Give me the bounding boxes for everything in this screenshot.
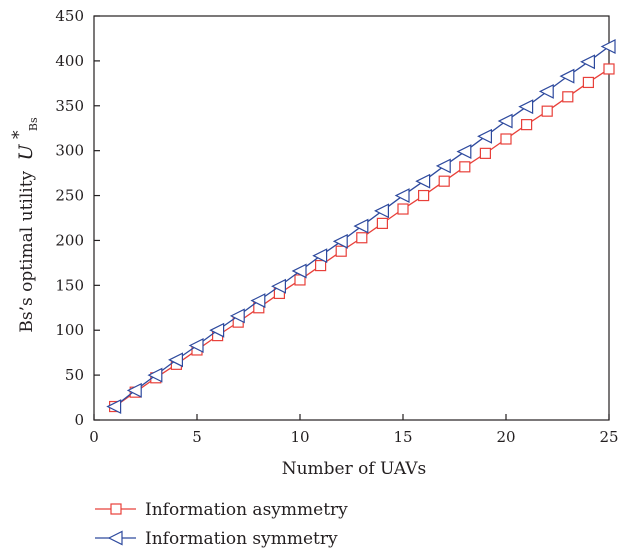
y-tick-label: 100 bbox=[55, 321, 84, 339]
x-tick-label: 0 bbox=[89, 428, 99, 446]
data-point bbox=[582, 76, 595, 89]
data-point bbox=[477, 128, 492, 144]
legend-marker bbox=[107, 530, 123, 546]
svg-text:Bs’s optimal utility U: Bs’s optimal utility U * Bs bbox=[9, 117, 40, 333]
data-point bbox=[147, 367, 163, 383]
y-tick-label: 300 bbox=[55, 142, 84, 160]
data-point bbox=[229, 308, 245, 324]
data-point bbox=[580, 54, 596, 70]
data-point bbox=[356, 232, 368, 244]
x-tick-label: 25 bbox=[599, 428, 618, 446]
data-point bbox=[271, 278, 286, 294]
legend-item: Information symmetry bbox=[95, 529, 338, 549]
data-point bbox=[559, 68, 575, 84]
series-layer bbox=[106, 39, 616, 415]
data-point bbox=[562, 91, 574, 103]
data-point bbox=[126, 382, 142, 398]
y-axis-label-text: Bs’s optimal utility bbox=[17, 170, 37, 332]
data-point bbox=[600, 39, 616, 54]
data-point bbox=[518, 99, 534, 115]
y-tick-label: 150 bbox=[55, 276, 84, 294]
x-tick-label: 10 bbox=[290, 428, 309, 446]
data-point bbox=[168, 352, 183, 368]
series bbox=[106, 39, 616, 415]
data-point bbox=[106, 399, 122, 415]
data-point bbox=[435, 158, 451, 174]
data-point bbox=[335, 245, 347, 257]
data-point bbox=[394, 188, 410, 204]
data-point bbox=[497, 113, 513, 129]
data-point bbox=[188, 338, 204, 353]
y-tick-label: 350 bbox=[55, 97, 84, 115]
data-point bbox=[315, 259, 327, 272]
data-point bbox=[456, 144, 472, 160]
data-point bbox=[374, 203, 389, 219]
data-point bbox=[209, 322, 225, 338]
x-axis-label: Number of UAVs bbox=[282, 459, 427, 479]
data-point bbox=[397, 203, 409, 215]
y-tick-label: 400 bbox=[55, 52, 84, 70]
y-tick-label: 450 bbox=[55, 7, 84, 25]
plot-frame bbox=[93, 15, 610, 421]
y-tick-label: 200 bbox=[55, 231, 84, 249]
y-tick-label: 250 bbox=[55, 187, 84, 205]
legend-item: Information asymmetry bbox=[95, 500, 348, 520]
data-point bbox=[250, 293, 266, 309]
y-axis-label-symbol: U bbox=[15, 143, 37, 160]
legend-marker bbox=[110, 503, 122, 515]
x-tick-label: 20 bbox=[496, 428, 515, 446]
legend: Information asymmetry Information symmetr… bbox=[95, 500, 348, 549]
y-axis-label-subscript: Bs bbox=[27, 117, 40, 131]
y-tick-label: 50 bbox=[65, 366, 84, 384]
data-point bbox=[541, 105, 553, 117]
data-point bbox=[500, 133, 512, 145]
data-point bbox=[479, 147, 491, 159]
data-point bbox=[291, 263, 307, 279]
y-axis-label: Bs’s optimal utility U * Bs bbox=[9, 117, 40, 333]
data-point bbox=[520, 119, 533, 131]
legend-label: Information asymmetry bbox=[145, 500, 348, 520]
data-point bbox=[438, 175, 450, 187]
data-point bbox=[415, 173, 431, 189]
y-axis-label-superscript: * bbox=[9, 130, 29, 139]
data-point bbox=[418, 189, 430, 202]
data-point bbox=[459, 161, 471, 173]
x-tick-label: 5 bbox=[192, 428, 202, 446]
data-point bbox=[312, 248, 328, 264]
data-point bbox=[353, 218, 369, 234]
legend-label: Information symmetry bbox=[145, 529, 338, 549]
data-point bbox=[376, 217, 388, 229]
data-point bbox=[538, 83, 554, 99]
x-tick-label: 15 bbox=[393, 428, 412, 446]
series bbox=[108, 63, 615, 413]
data-point bbox=[603, 63, 615, 75]
data-point bbox=[332, 233, 348, 249]
y-tick-label: 0 bbox=[74, 411, 84, 429]
